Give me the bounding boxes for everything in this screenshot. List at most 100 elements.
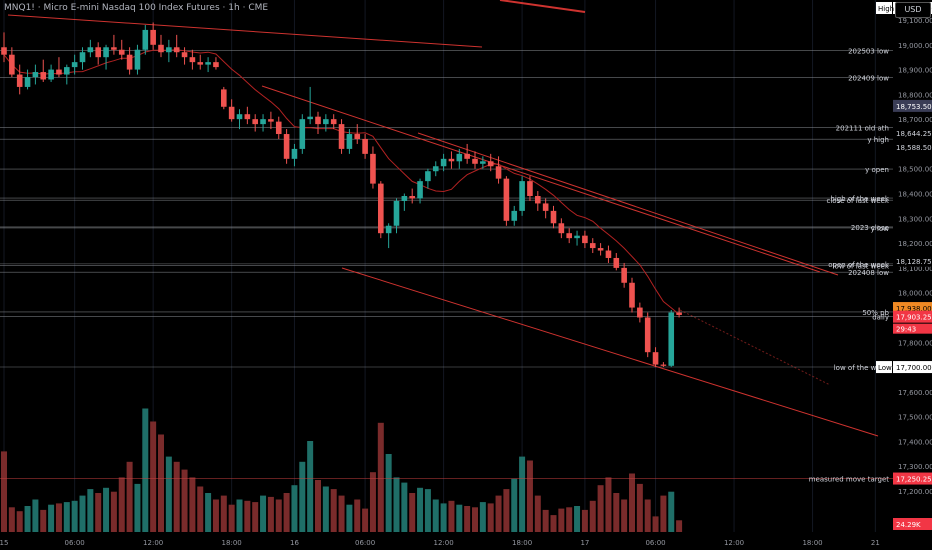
volume-bar — [464, 506, 471, 532]
title-separator: · — [37, 3, 41, 13]
trendline — [7, 14, 483, 48]
candle-body — [111, 47, 117, 50]
volume-bar — [244, 500, 251, 532]
volume-bar — [24, 506, 31, 532]
volume-bar — [503, 489, 510, 532]
volume-bar — [212, 499, 219, 532]
candle-body — [370, 153, 376, 184]
volume-bar — [346, 504, 353, 532]
countdown-text: 29:43 — [896, 326, 916, 334]
volume-bar — [165, 456, 172, 532]
price-badge-value: 17,903.25 — [896, 314, 932, 322]
candle-body — [221, 89, 227, 107]
price-tick-label: 18,500.00 — [898, 166, 932, 174]
volume-bar — [228, 504, 235, 532]
candle-body — [621, 267, 627, 283]
volume-bar — [16, 511, 23, 532]
price-badge — [893, 361, 932, 374]
price-axis[interactable]: 19,100.00 19,000.00 18,900.00 18,800.00 18,7… — [876, 0, 932, 550]
time-tick-label: 06:00 — [355, 539, 375, 547]
volume-bar — [652, 516, 659, 532]
candle-body — [346, 134, 353, 149]
volume-bar — [676, 520, 683, 532]
price-badge-value: 17,938.00 — [896, 305, 932, 313]
time-axis[interactable]: 15 06:00 12:00 18:00 16 06:00 12:00 18:00 17 06:0… — [0, 533, 932, 550]
volume-bar — [629, 473, 635, 532]
candle-body — [542, 203, 549, 211]
volume-bar — [71, 500, 78, 532]
volume-bar — [32, 499, 39, 532]
candle-body — [126, 54, 133, 70]
candle-body — [268, 119, 274, 122]
price-badge-value: 17,250.25 — [896, 476, 932, 484]
price-tick-label: 17,200.00 — [898, 488, 932, 496]
volume-bar — [338, 495, 345, 532]
candle-body — [613, 257, 620, 268]
candle-body — [511, 210, 518, 221]
candle-body — [189, 57, 196, 63]
volume-bar — [40, 509, 47, 532]
candle-body — [527, 181, 533, 197]
volume-bar — [103, 487, 110, 532]
volume-bar — [291, 485, 298, 532]
volume-bar — [299, 461, 306, 532]
candle-body — [40, 72, 47, 80]
time-tick-label: 18:00 — [802, 539, 822, 547]
trendline — [341, 267, 879, 437]
candle-body — [291, 148, 298, 159]
price-tick-label: 18,400.00 — [898, 191, 932, 199]
volume-bar — [220, 495, 227, 532]
candle-body — [503, 178, 510, 221]
volume-bar — [511, 478, 518, 532]
volume-bar — [63, 502, 70, 532]
volume-bar — [158, 434, 164, 532]
volume-bar — [95, 493, 102, 532]
interval-label: 1h — [228, 3, 240, 13]
time-tick-label: 21 — [871, 539, 880, 547]
candle-body — [228, 106, 235, 120]
candle-body — [260, 119, 266, 125]
currency-button[interactable]: USD — [895, 2, 931, 18]
price-badge-value: 18,588.50 — [896, 144, 932, 152]
price-tick-label: 17,600.00 — [898, 389, 932, 397]
volume-bar — [456, 504, 463, 532]
price-tick-label: 17,400.00 — [898, 438, 932, 446]
candle-body — [166, 47, 172, 53]
volume-bar — [566, 507, 573, 532]
price-tick-label: 19,100.00 — [898, 17, 932, 25]
candle-body — [9, 54, 15, 75]
price-badge-value: 18,753.50 — [896, 103, 932, 111]
price-tick-label: 18,000.00 — [898, 290, 932, 298]
volume-bar — [660, 495, 667, 532]
level-label: daily — [872, 314, 889, 322]
level-label: close of last week — [827, 197, 890, 205]
candle-body — [393, 200, 400, 226]
levels-layer: 202503 low 202409 low 202111 old ath y high… — [0, 48, 893, 484]
volume-bar — [495, 495, 502, 532]
volume-bar — [55, 503, 62, 532]
candle-body — [597, 248, 604, 251]
level-label: 202503 low — [848, 48, 889, 56]
candle-body — [589, 243, 596, 249]
candle-body — [205, 62, 211, 65]
price-badge-value: 17,700.00 — [896, 364, 932, 372]
volume-bar — [589, 500, 596, 532]
candle-body — [118, 49, 125, 55]
candle-body — [448, 158, 455, 162]
candle-body — [605, 250, 612, 258]
volume-bar — [315, 480, 321, 532]
chart-title[interactable]: MNQ1! · Micro E-mini Nasdaq 100 Index Fu… — [4, 3, 268, 13]
candle-body — [48, 69, 54, 80]
volume-bar — [393, 477, 400, 532]
volume-bar — [275, 499, 282, 532]
moving-average-line — [3, 49, 680, 315]
price-tick-label: 18,800.00 — [898, 91, 932, 99]
level-label: y open — [865, 166, 889, 174]
volume-bar — [197, 486, 204, 532]
candle-body — [307, 116, 313, 120]
candle-body — [299, 119, 306, 149]
candle-body — [417, 181, 423, 199]
volume-bar — [236, 499, 243, 532]
trendline — [261, 85, 821, 273]
